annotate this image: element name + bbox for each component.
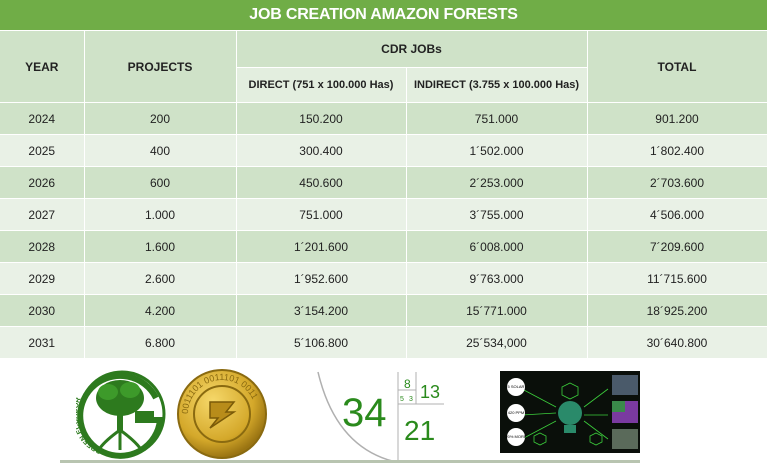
cell-direct: 751.000 — [236, 198, 407, 231]
cell-projects: 1.000 — [84, 198, 237, 231]
table-row: 2031 6.800 5´106.800 25´534,000 30´640.8… — [0, 326, 767, 359]
header-year: YEAR — [0, 31, 85, 103]
cell-projects: 6.800 — [84, 326, 237, 359]
fib-13: 13 — [420, 382, 440, 402]
table-row: 2028 1.600 1´201.600 6´008.000 7´209.600 — [0, 230, 767, 263]
cell-projects: 4.200 — [84, 294, 237, 327]
cell-direct: 150.200 — [236, 102, 407, 135]
cell-total: 901.200 — [587, 102, 767, 135]
fib-34: 34 — [342, 391, 387, 435]
cell-direct: 1´201.600 — [236, 230, 407, 263]
table-row: 2024 200 150.200 751.000 901.200 — [0, 102, 767, 135]
header-projects: PROJECTS — [84, 31, 237, 103]
header-indirect: INDIRECT (3.755 x 100.000 Has) — [406, 67, 588, 103]
jobs-table: YEAR PROJECTS CDR JOBs TOTAL DIRECT (751… — [0, 31, 767, 359]
cell-year: 2025 — [0, 134, 85, 167]
cell-year: 2028 — [0, 230, 85, 263]
tech-label-ppm: 420 PPM — [508, 410, 524, 415]
cell-indirect: 15´771.000 — [406, 294, 588, 327]
table-row: 2026 600 450.600 2´253.000 2´703.600 — [0, 166, 767, 199]
fib-8: 8 — [404, 377, 411, 391]
cell-direct: 1´952.600 — [236, 262, 407, 295]
tech-label-solar: 5 SOLAR — [508, 384, 525, 389]
cell-total: 30´640.800 — [587, 326, 767, 359]
cell-total: 11´715.600 — [587, 262, 767, 295]
cell-projects: 400 — [84, 134, 237, 167]
header-direct: DIRECT (751 x 100.000 Has) — [236, 67, 407, 103]
cell-total: 18´925.200 — [587, 294, 767, 327]
cell-direct: 300.400 — [236, 134, 407, 167]
table-row: 2029 2.600 1´952.600 9´763.000 11´715.60… — [0, 262, 767, 295]
cell-total: 1´802.400 — [587, 134, 767, 167]
fibonacci-logo: 34 8 13 21 5 3 — [317, 371, 444, 463]
cell-total: 2´703.600 — [587, 166, 767, 199]
header-total: TOTAL — [587, 31, 767, 103]
table-row: 2027 1.000 751.000 3´755.000 4´506.000 — [0, 198, 767, 231]
cell-projects: 200 — [84, 102, 237, 135]
cell-total: 7´209.600 — [587, 230, 767, 263]
fib-21: 21 — [404, 415, 435, 446]
table-row: 2030 4.200 3´154.200 15´771.000 18´925.2… — [0, 294, 767, 327]
fib-3: 3 — [409, 396, 413, 403]
footer-divider — [60, 460, 640, 463]
table-row: 2025 400 300.400 1´502.000 1´802.400 — [0, 134, 767, 167]
cell-total: 4´506.000 — [587, 198, 767, 231]
tech-label-more: 20% MORE — [505, 434, 526, 439]
cell-year: 2030 — [0, 294, 85, 327]
cell-indirect: 6´008.000 — [406, 230, 588, 263]
green-ecuador-logo: GREEN ECUADOR — [76, 370, 166, 459]
cell-direct: 3´154.200 — [236, 294, 407, 327]
cell-direct: 5´106.800 — [236, 326, 407, 359]
cell-projects: 1.600 — [84, 230, 237, 263]
cell-year: 2026 — [0, 166, 85, 199]
cell-year: 2024 — [0, 102, 85, 135]
tech-panel-image: 5 SOLAR 420 PPM 20% MORE — [500, 371, 640, 453]
header-cdr-jobs: CDR JOBs — [236, 31, 588, 68]
cell-indirect: 9´763.000 — [406, 262, 588, 295]
cell-indirect: 751.000 — [406, 102, 588, 135]
cell-projects: 600 — [84, 166, 237, 199]
page-title: JOB CREATION AMAZON FORESTS — [0, 0, 767, 30]
cell-projects: 2.600 — [84, 262, 237, 295]
cell-indirect: 3´755.000 — [406, 198, 588, 231]
cell-indirect: 1´502.000 — [406, 134, 588, 167]
cell-indirect: 25´534,000 — [406, 326, 588, 359]
cell-year: 2031 — [0, 326, 85, 359]
cell-indirect: 2´253.000 — [406, 166, 588, 199]
cell-year: 2027 — [0, 198, 85, 231]
fib-5: 5 — [400, 396, 404, 403]
gold-coin-icon: 0011101 0011101 0011 — [177, 369, 267, 459]
cell-year: 2029 — [0, 262, 85, 295]
logo-strip: GREEN ECUADOR 0011101 0011101 0011 34 8 … — [0, 364, 767, 467]
cell-direct: 450.600 — [236, 166, 407, 199]
